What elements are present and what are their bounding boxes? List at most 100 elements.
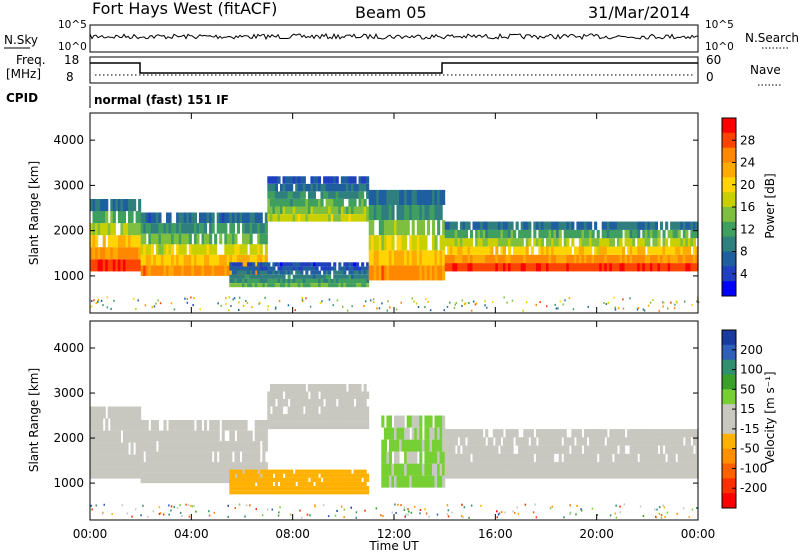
echo-cell [302,391,306,399]
echo-speckle [400,301,402,304]
echo-cell [424,463,428,476]
echo-speckle [340,505,343,508]
echo-cell [272,191,276,199]
echo-cell [599,254,603,264]
echo-cell [350,191,354,199]
echo-cell [510,437,514,446]
echo-cell [551,429,555,438]
echo-cell [632,437,636,446]
echo-cell [495,453,499,463]
echo-cell [302,183,306,192]
echo-cell [257,254,261,266]
echo-cell [530,263,534,272]
echo-cell [277,384,281,392]
echo-cell [596,462,600,471]
echo-cell [677,221,681,230]
echo-cell [439,463,443,476]
echo-cell [130,430,134,443]
echo-cell [315,421,319,430]
echo-cell [285,206,289,214]
echo-cell [117,430,121,443]
echo-cell [540,246,544,255]
echo-cell [500,470,504,479]
echo-cell [416,439,420,452]
echo-cell [540,437,544,446]
echo-cell [366,270,370,275]
echo-cell [660,453,664,463]
echo-cell [480,437,484,446]
echo-cell [558,470,562,479]
echo-cell [343,283,347,288]
echo-cell [386,265,390,281]
echo-cell [599,437,603,446]
echo-speckle [605,303,608,305]
echo-speckle [551,505,553,508]
echo-cell [432,235,436,251]
echo-cell [589,246,593,255]
echo-cell [295,262,299,267]
echo-cell [386,250,390,266]
echo-cell [515,453,519,463]
echo-cell [323,183,327,192]
echo-cell [429,451,433,464]
echo-cell [330,490,334,495]
echo-cell [690,429,694,438]
echo-cell [105,454,109,467]
echo-cell [267,486,271,491]
echo-cell [523,254,527,264]
echo-cell [373,265,377,281]
echo-cell [366,206,370,214]
echo-cell [540,254,544,264]
echo-cell [571,221,575,230]
echo-cell [168,265,172,276]
echo-cell [252,278,256,283]
echo-cell [280,191,284,199]
echo-cell [160,265,164,276]
echo-cell [196,451,200,463]
echo-cell [551,470,555,479]
echo-cell [409,205,413,221]
echo-cell [122,442,126,455]
echo-cell [282,384,286,392]
echo-cell [328,406,332,414]
echo-cell [272,490,276,495]
echo-cell [535,429,539,438]
echo-speckle [159,302,162,305]
echo-cell [540,263,544,272]
echo-cell [343,278,347,283]
echo-cell [274,191,278,199]
echo-cell [90,418,94,431]
echo-cell [394,250,398,266]
echo-cell [239,490,243,495]
echo-cell [690,238,694,247]
echo-cell [102,466,106,479]
echo-cell [619,429,623,438]
echo-cell [257,278,261,283]
echo-cell [581,453,585,463]
echo-cell [247,462,251,473]
echo-cell [193,254,197,266]
echo-cell [637,429,641,438]
echo-cell [533,462,537,471]
echo-cell [300,469,304,474]
echo-cell [247,212,251,224]
echo-speckle [524,503,527,506]
echo-cell [330,477,334,482]
echo-cell [173,233,177,245]
echo-cell [622,470,626,479]
echo-cell [257,441,261,452]
echo-cell [439,235,443,251]
echo-cell [97,406,101,419]
echo-cell [176,430,180,442]
echo-cell [333,421,337,430]
echo-cell [280,283,284,288]
echo-speckle [587,305,589,308]
echo-cell [244,473,248,478]
echo-speckle [691,303,693,306]
echo-cell [571,238,575,247]
echo-cell [143,265,147,276]
echo-cell [163,420,167,431]
echo-speckle [346,309,349,312]
echo-cell [338,414,342,422]
echo-cell [548,221,552,230]
